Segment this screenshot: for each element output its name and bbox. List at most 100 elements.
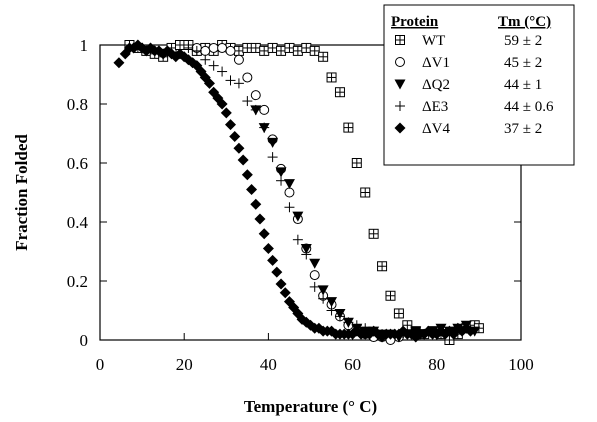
data-point-v4 [220, 107, 232, 119]
legend-header-protein: Protein [391, 14, 439, 30]
legend-box [383, 4, 575, 166]
data-point-e3 [242, 96, 253, 107]
legend-entry: ΔV4 37 ± 2 [394, 121, 542, 137]
data-point-v4 [464, 325, 476, 337]
data-point-q2 [267, 137, 279, 148]
legend: Protein Tm (°C) WT 59 ± 2 ΔV1 45 ± 2 ΔQ2 44 ±… [383, 4, 575, 166]
data-point-e3 [334, 311, 345, 322]
data-point-v1 [217, 42, 228, 53]
y-tick-label: 0.2 [67, 272, 88, 291]
data-point-q2 [309, 258, 321, 269]
legend-entry-tm: 37 ± 2 [504, 121, 542, 137]
x-tick-label: 80 [428, 355, 445, 374]
x-tick-label: 100 [508, 355, 534, 374]
legend-entry-name: ΔV1 [422, 55, 450, 71]
y-tick-label: 1 [80, 36, 89, 55]
legend-marker [395, 101, 405, 111]
data-point-v4 [216, 98, 228, 110]
data-point-v4 [113, 57, 125, 69]
data-point-e3 [301, 249, 312, 260]
data-point-wt [292, 45, 303, 56]
data-point-q2 [326, 297, 338, 308]
data-point-v1 [233, 54, 244, 65]
data-point-e3 [284, 202, 295, 213]
legend-entry-tm: 45 ± 2 [504, 55, 542, 71]
data-point-e3 [217, 66, 228, 77]
data-point-v4 [262, 243, 274, 255]
data-point-v1 [284, 187, 295, 198]
data-point-e3 [292, 234, 303, 245]
data-point-wt [368, 228, 379, 239]
x-axis-ticks: 0 20 40 60 80 100 [96, 333, 534, 374]
data-point-wt [326, 72, 337, 83]
data-point-wt [174, 40, 185, 50]
data-point-v4 [275, 278, 287, 290]
legend-entry-name: ΔV4 [422, 121, 450, 137]
data-point-v4 [233, 142, 245, 154]
data-point-e3 [318, 293, 329, 304]
y-tick-label: 0.8 [67, 95, 88, 114]
legend-entry-name: ΔE3 [422, 99, 448, 115]
x-tick-label: 40 [260, 355, 277, 374]
data-point-v4 [279, 287, 291, 299]
series-v4 [113, 39, 476, 343]
data-point-v1 [242, 72, 253, 83]
y-tick-label: 0.6 [67, 154, 88, 173]
x-tick-label: 0 [96, 355, 105, 374]
data-point-v4 [271, 266, 283, 278]
data-point-v4 [229, 130, 241, 142]
data-point-e3 [208, 60, 219, 71]
data-point-v4 [241, 169, 253, 181]
data-point-e3 [276, 175, 287, 186]
data-point-e3 [250, 104, 261, 115]
data-point-e3 [326, 305, 337, 316]
data-point-e3 [225, 75, 236, 86]
legend-entry-name: WT [422, 33, 445, 49]
legend-marker [395, 57, 405, 67]
series-v1 [191, 42, 404, 345]
data-point-v4 [254, 213, 266, 225]
data-point-q2 [300, 244, 312, 255]
data-point-e3 [343, 317, 354, 328]
data-point-wt [377, 261, 388, 272]
data-point-q2 [283, 179, 295, 190]
y-tick-label: 0.4 [67, 213, 89, 232]
legend-entry: WT 59 ± 2 [395, 33, 542, 49]
legend-entry-tm: 44 ± 1 [504, 77, 542, 93]
data-point-v1 [200, 45, 211, 56]
legend-entry-name: ΔQ2 [422, 77, 450, 93]
data-point-e3 [233, 78, 244, 89]
data-point-wt [250, 42, 261, 53]
data-point-v4 [250, 198, 262, 210]
data-point-wt [276, 45, 287, 56]
legend-entry: ΔV1 45 ± 2 [395, 55, 542, 71]
data-point-v4 [237, 154, 249, 166]
data-point-wt [393, 308, 404, 319]
data-point-e3 [183, 42, 194, 53]
data-point-v1 [309, 270, 320, 281]
legend-entry: ΔQ2 44 ± 1 [394, 77, 542, 93]
data-point-v4 [258, 228, 270, 240]
legend-rows: WT 59 ± 2 ΔV1 45 ± 2 ΔQ2 44 ± 1 ΔE3 44 ± 0.6 ΔV4… [394, 33, 554, 137]
y-tick-label: 0 [80, 331, 89, 350]
data-point-v1 [250, 90, 261, 101]
data-point-v4 [203, 77, 215, 89]
data-point-e3 [200, 54, 211, 65]
data-point-wt [301, 42, 312, 53]
data-point-wt [318, 51, 329, 62]
data-point-wt [343, 122, 354, 133]
data-point-wt [309, 45, 320, 56]
y-axis-label: Fraction Folded [12, 134, 31, 251]
legend-header-tm: Tm (°C) [498, 14, 551, 30]
data-point-v1 [208, 42, 219, 53]
x-tick-label: 20 [176, 355, 193, 374]
legend-entry-tm: 44 ± 0.6 [504, 99, 554, 115]
data-point-wt [360, 187, 371, 198]
data-point-v4 [246, 184, 258, 196]
data-point-v4 [267, 254, 279, 266]
x-axis-label: Temperature (° C) [244, 397, 377, 416]
legend-marker [394, 122, 406, 134]
data-point-q2 [292, 211, 304, 222]
legend-marker [394, 79, 406, 90]
